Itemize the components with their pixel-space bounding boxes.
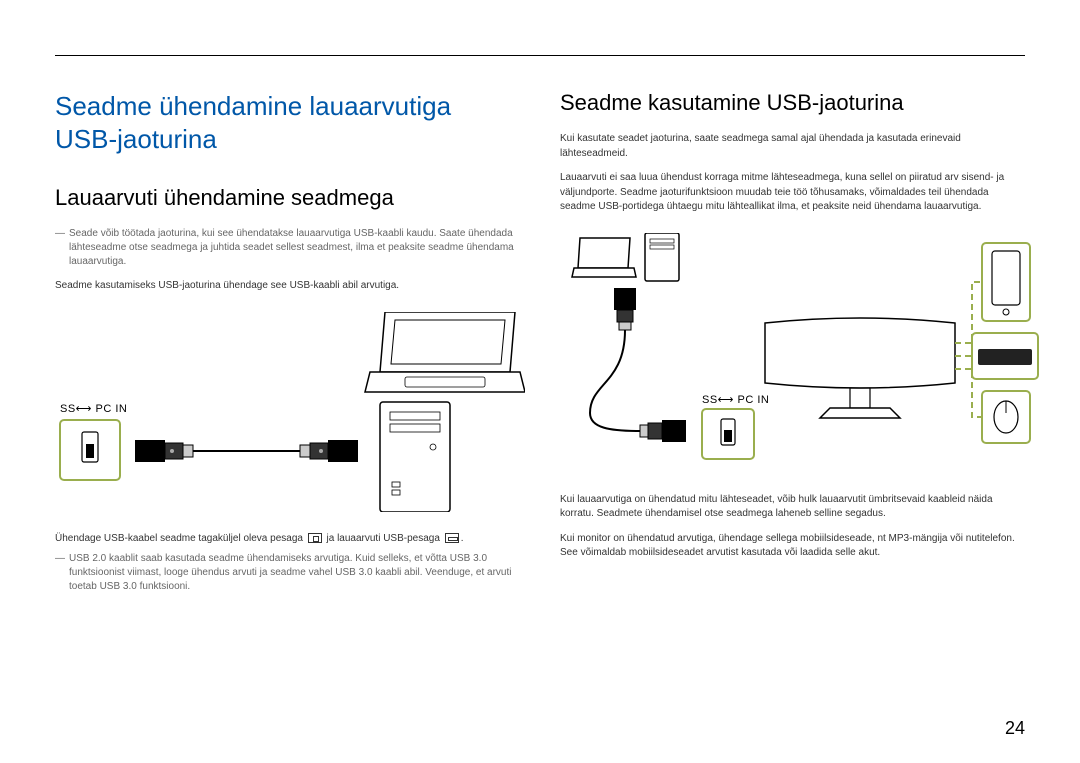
- laptop-small: [572, 238, 636, 277]
- desktop-tower-small: [645, 233, 679, 281]
- right-h2: Seadme kasutamine USB-jaoturina: [560, 90, 1025, 116]
- laptop-outline: [365, 312, 525, 392]
- desktop-tower-front: [380, 402, 450, 512]
- right-body1: Kui kasutate seadet jaoturina, saate sea…: [560, 132, 1025, 161]
- port-inline-icon: [308, 533, 322, 543]
- pdl-mid: ja lauaarvuti USB-pesaga: [324, 533, 443, 544]
- ultrawide-monitor: [765, 318, 955, 418]
- usb-connector-a: [135, 440, 193, 462]
- usb-connector-top: [614, 288, 636, 330]
- left-note1: Seade võib töötada jaoturina, kui see üh…: [55, 227, 520, 269]
- pdl-pre: Ühendage USB-kaabel seadme tagaküljel ol…: [55, 533, 306, 544]
- ss-label-left: SS⟷ PC IN: [60, 403, 127, 415]
- usb-connector-side: [640, 420, 686, 442]
- ss-label-right: SS⟷ PC IN: [702, 394, 769, 406]
- right-body3: Kui lauaarvutiga on ühendatud mitu lähte…: [560, 493, 1025, 522]
- usb-cable-vertical: [590, 330, 640, 431]
- right-body4: Kui monitor on ühendatud arvutiga, ühend…: [560, 532, 1025, 561]
- page-number: 24: [1005, 718, 1025, 739]
- mouse-box: [982, 391, 1030, 443]
- left-post-diagram-line: Ühendage USB-kaabel seadme tagaküljel ol…: [55, 532, 520, 547]
- left-column: Seadme ühendamine lauaarvutiga USB-jaotu…: [55, 60, 520, 604]
- page-two-column: Seadme ühendamine lauaarvutiga USB-jaotu…: [0, 0, 1080, 634]
- left-diagram: SS⟷ PC IN: [55, 312, 525, 512]
- left-h2: Lauaarvuti ühendamine seadmega: [55, 185, 520, 211]
- right-body2: Lauaarvuti ei saa luua ühendust korraga …: [560, 171, 1025, 215]
- top-rule: [55, 55, 1025, 56]
- left-h1: Seadme ühendamine lauaarvutiga USB-jaotu…: [55, 90, 520, 155]
- usb-inline-icon: [445, 533, 459, 543]
- pdl-end: .: [461, 533, 464, 544]
- right-column: Seadme kasutamine USB-jaoturina Kui kasu…: [560, 60, 1025, 604]
- left-note2: USB 2.0 kaablit saab kasutada seadme ühe…: [55, 552, 520, 594]
- left-body1: Seadme kasutamiseks USB-jaoturina ühenda…: [55, 279, 520, 294]
- usb-connector-b: [300, 440, 358, 462]
- right-diagram: SS⟷ PC IN: [560, 233, 1040, 473]
